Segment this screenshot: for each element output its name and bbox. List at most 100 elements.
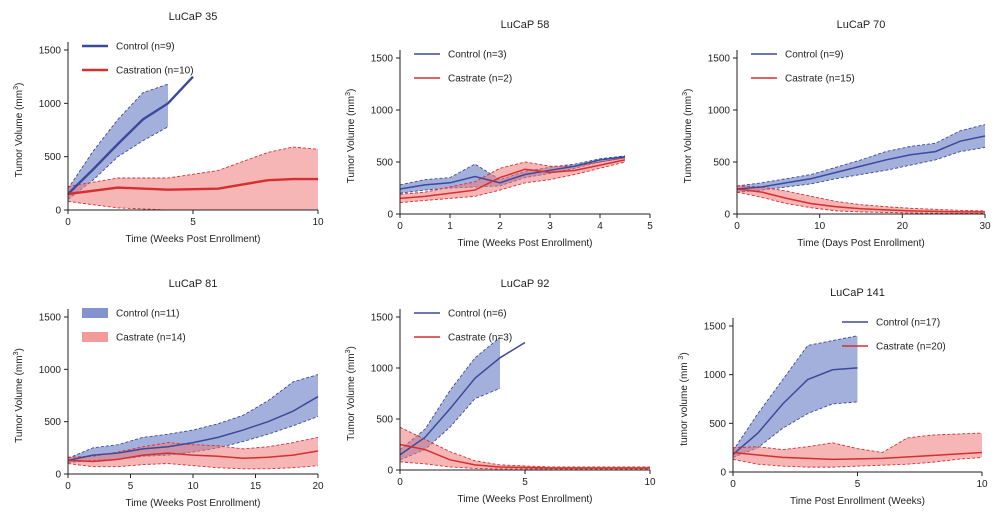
y-tick-label: 1500 [39,46,62,57]
legend-entry-2: Castrate (n=20) [876,342,946,353]
y-axis-label: tumor volume (mm 3) [678,352,690,445]
y-axis-label-superscript: 3 [13,86,20,90]
chart-panel-3: LuCaP 70 0 10 20 30 0 500 1000 1500 Time (Days Po… [682,19,991,249]
y-axis-label-tail: ) [14,348,25,351]
ci-upper-1 [736,124,986,187]
series-line-2 [732,451,983,461]
y-tick-label: 1500 [371,54,394,65]
y-tick-label: 0 [55,470,61,481]
chart-panel-1: LuCaP 35 0 5 10 0 500 1000 1500 Time (Weeks Post… [13,11,324,245]
y-axis-label-superscript: 3 [682,92,689,96]
x-axis-label: Time Post Enrollment (Weeks) [790,496,925,507]
x-tick-label: 20 [897,221,909,232]
ci-upper-2 [399,157,626,195]
chart-panel-2: LuCaP 58 0 1 2 3 4 5 0 500 1000 1500 Time (Weeks Po… [345,19,653,249]
series-line-1 [736,135,986,190]
y-tick-label: 1000 [708,106,731,117]
y-axis-label-main: tumor volume (mm [679,360,690,446]
x-tick-label: 0 [734,221,740,232]
y-axis-label-superscript: 3 [13,351,20,355]
series-line-2 [399,443,650,469]
chart-title: LuCaP 70 [837,19,886,31]
y-tick-label: 500 [709,419,726,430]
legend-entry-1: Control (n=9) [785,50,844,61]
legend-swatch-1 [82,308,108,318]
y-axis-label-main: Tumor Volume (mm [346,353,357,440]
x-axis-label: Time (Days Post Enrollment) [797,238,924,249]
y-axis-label-main: Tumor Volume (mm [346,96,357,183]
x-tick-label: 10 [312,217,324,228]
y-axis-label-superscript: 3 [345,92,352,96]
x-tick-label: 20 [312,481,324,492]
ci-upper-2 [67,146,319,187]
x-tick-label: 5 [190,217,196,228]
x-tick-label: 5 [647,221,653,232]
series-line-2 [736,188,985,213]
y-tick-label: 1000 [39,99,62,110]
y-tick-label: 0 [720,468,726,479]
ci-band-2 [400,427,650,469]
x-tick-label: 1 [447,221,453,232]
y-tick-label: 0 [387,210,393,221]
y-tick-label: 500 [713,158,730,169]
y-axis-label: Tumor Volume (mm3) [345,89,357,184]
ci-upper-2 [736,185,986,212]
series-line-1 [399,341,526,456]
ci-band-1 [733,335,858,458]
series-line-1 [67,75,194,195]
legend-entry-1: Control (n=11) [116,309,179,320]
legend-entry-2: Castrate (n=14) [116,333,186,344]
x-tick-label: 5 [128,481,134,492]
y-tick-label: 1500 [708,54,731,65]
legend-entry-1: Control (n=3) [448,50,507,61]
chart-panel-5: LuCaP 92 0 5 10 0 500 1000 1500 Time (Weeks Post… [345,278,656,505]
ci-upper-2 [732,432,983,454]
ci-band-2 [68,147,318,210]
legend-entry-2: Castration (n=10) [116,66,194,77]
y-tick-label: 500 [44,152,61,163]
y-tick-label: 1000 [371,106,394,117]
x-tick-label: 0 [730,479,736,490]
y-tick-label: 1000 [704,370,727,381]
ci-lower-1 [399,387,501,461]
series-line-1 [399,156,626,190]
y-axis-label-tail: ) [346,346,357,349]
y-tick-label: 1000 [39,365,62,376]
x-tick-label: 0 [65,217,71,228]
x-tick-label: 10 [644,477,656,488]
ci-lower-2 [399,161,626,204]
ci-upper-1 [67,83,169,189]
y-tick-label: 0 [387,466,393,477]
ci-band-2 [400,157,625,203]
legend-entry-1: Control (n=6) [448,309,507,320]
x-tick-label: 2 [497,221,503,232]
y-tick-label: 0 [724,210,730,221]
x-tick-label: 15 [250,481,262,492]
y-axis-label-tail: ) [683,89,694,92]
ci-upper-1 [732,335,858,451]
ci-lower-2 [399,461,650,470]
series-line-2 [67,177,318,196]
y-tick-label: 1000 [371,364,394,375]
x-tick-label: 0 [65,481,71,492]
ci-lower-1 [736,146,986,193]
y-axis-label-main: Tumor Volume (mm [683,96,694,183]
chart-title: LuCaP 58 [501,19,550,31]
ci-band-2 [68,437,318,469]
chart-title: LuCaP 141 [830,287,885,299]
x-axis-label: Time (Weeks Post Enrollment) [457,238,592,249]
chart-title: LuCaP 81 [169,278,218,290]
y-axis-label-main: Tumor Volume (mm [14,355,25,442]
y-axis-label: Tumor Volume (mm3) [13,348,25,443]
x-tick-label: 10 [976,479,988,490]
series-line-2 [67,450,319,463]
y-axis-label: Tumor Volume (mm3) [345,346,357,441]
legend-entry-1: Control (n=17) [876,318,940,329]
y-tick-label: 1500 [39,313,62,324]
chart-title: LuCaP 92 [501,278,550,290]
x-tick-label: 5 [855,479,861,490]
ci-upper-2 [399,426,650,468]
y-axis-label-tail: ) [346,89,357,92]
legend-entry-2: Castrate (n=15) [785,74,855,85]
